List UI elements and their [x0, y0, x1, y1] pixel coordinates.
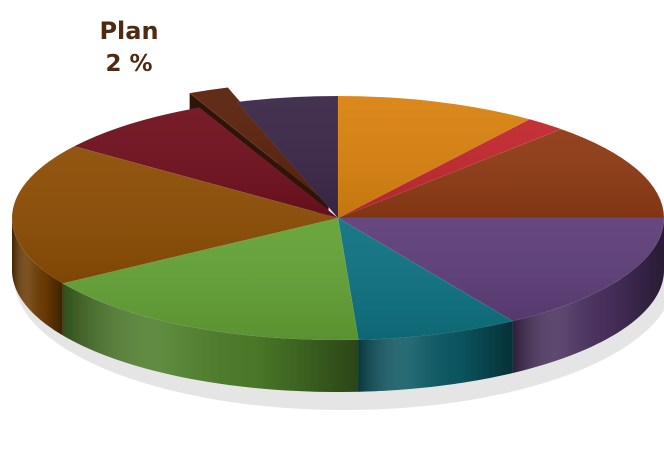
pie-side-slice-6: [62, 283, 359, 392]
data-label-plan: Plan 2 %: [84, 14, 174, 81]
pie-slice-slice-1[interactable]: [337, 95, 531, 219]
data-label-plan-value: 2 %: [105, 51, 153, 78]
pie-side-slice-5: [358, 321, 513, 392]
pie-slice-slice-4[interactable]: [336, 217, 664, 322]
pie-tops: [11, 87, 664, 341]
pie-slice-slice-2[interactable]: [337, 118, 563, 219]
pie-slice-slice-3[interactable]: [337, 128, 664, 219]
pie-side-slice-4: [512, 218, 664, 374]
pie-slice-plan[interactable]: [188, 87, 329, 204]
pie-slice-slice-8[interactable]: [73, 107, 339, 219]
pie-slice-slice-7[interactable]: [11, 145, 339, 284]
pie-slice-slice-6[interactable]: [61, 217, 359, 341]
pie-side-slice-7: [12, 218, 63, 336]
pie-slice-slice-10[interactable]: [236, 95, 339, 219]
pie-slice-slice-5[interactable]: [337, 217, 514, 341]
data-label-plan-name: Plan: [99, 17, 159, 45]
